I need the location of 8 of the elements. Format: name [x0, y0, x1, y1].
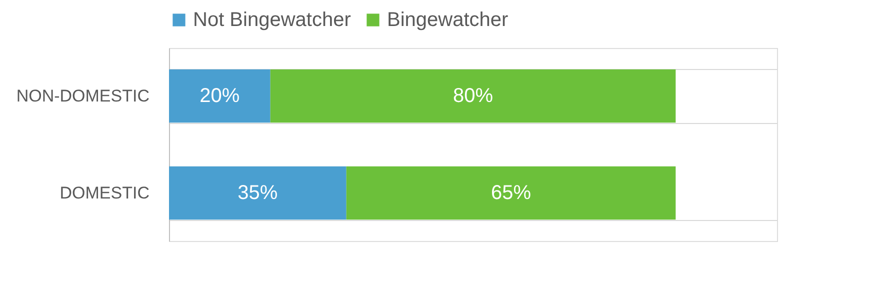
data-label: 20% — [200, 85, 240, 108]
y-tick-label: NON-DOMESTIC — [16, 86, 150, 106]
data-label: 65% — [490, 182, 532, 204]
data-label: 35% — [238, 182, 278, 204]
y-tick-label: DOMESTIC — [60, 183, 150, 202]
data-label: 80% — [452, 85, 494, 108]
legend-label: Bingewatcher — [387, 9, 509, 31]
legend-label: Not Bingewatcher — [193, 9, 352, 31]
